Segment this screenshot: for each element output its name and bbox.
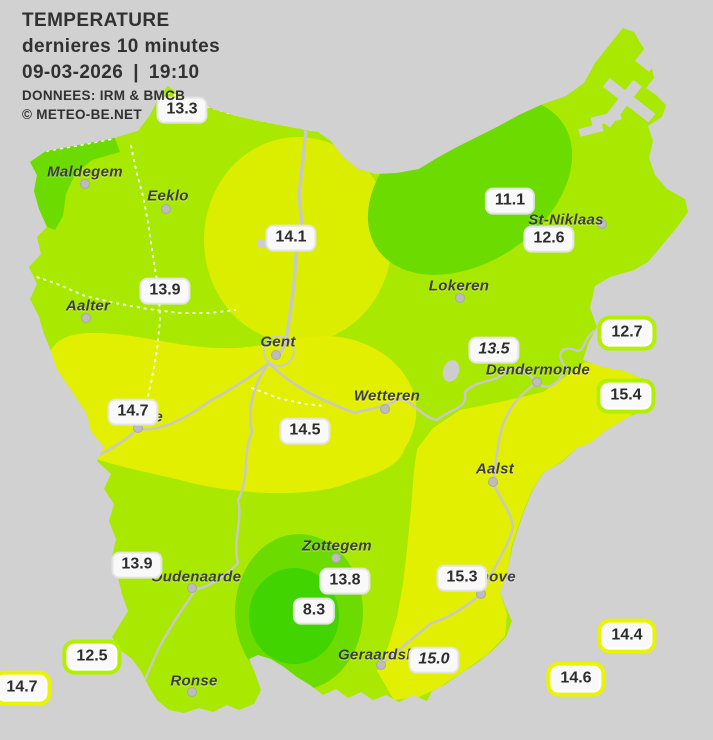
city-label-st-niklaas: St-Niklaas — [528, 211, 604, 229]
datetime-line: 09-03-2026 | 19:10 — [22, 60, 220, 86]
temperature-badge: 12.5 — [66, 643, 118, 671]
temperature-badge: 14.4 — [601, 622, 653, 650]
data-source: DONNEES: IRM & BMCB — [22, 88, 186, 103]
urban-patch-small — [257, 240, 267, 248]
temperature-badge: 13.5 — [468, 336, 520, 364]
city-label-aalst: Aalst — [475, 460, 515, 478]
temperature-badge: 13.3 — [156, 96, 208, 124]
city-label-dendermonde: Dendermonde — [485, 361, 591, 379]
city-label-zottegem: Zottegem — [302, 537, 372, 555]
city-label-maldegem: Maldegem — [47, 163, 123, 181]
city-label-oudenaarde: Oudenaarde — [150, 568, 242, 586]
city-dot-aalter — [81, 313, 91, 323]
temperature-badge: 15.0 — [408, 646, 460, 674]
temperature-badge: 15.3 — [436, 564, 488, 592]
city-label-eeklo: Eeklo — [147, 187, 189, 205]
city-dot-wetteren — [380, 404, 390, 414]
page-title: TEMPERATURE — [22, 10, 170, 31]
city-label-aalter: Aalter — [65, 297, 111, 315]
city-dot-oudenaarde — [187, 583, 197, 593]
temperature-badge: 11.1 — [484, 187, 536, 215]
temperature-badge: 12.7 — [601, 319, 653, 347]
temperature-badge: 14.1 — [265, 224, 317, 252]
temperature-badge: 13.9 — [111, 551, 163, 579]
temperature-badge: 14.5 — [279, 417, 331, 445]
temperature-badge: 14.7 — [107, 398, 159, 426]
city-dot-gent — [271, 350, 281, 360]
copyright: © METEO-BE.NET — [22, 107, 142, 122]
city-dot-st-niklaas — [597, 219, 607, 229]
city-label-gent: Gent — [260, 333, 296, 351]
city-label-wetteren: Wetteren — [353, 387, 421, 405]
temperature-badge: 12.6 — [523, 225, 575, 253]
city-dot-geraardsbergen — [376, 660, 386, 670]
river-upper-scheldt — [138, 361, 271, 692]
city-dot-eeklo — [161, 204, 171, 214]
date-value: 09-03-2026 — [22, 62, 124, 83]
river-canal-gent-terneuzen — [279, 127, 308, 354]
temp-zone-warm-central — [45, 332, 417, 494]
temperature-badge: 13.8 — [319, 567, 371, 595]
city-dot-lokeren — [455, 293, 465, 303]
city-dot-aalst — [488, 477, 498, 487]
city-dot-zottegem — [331, 553, 341, 563]
temp-zone-warm-southeast — [377, 362, 656, 700]
river-scheldt — [267, 298, 642, 422]
datetime-separator: | — [133, 62, 139, 83]
city-dot-dendermonde — [532, 377, 542, 387]
city-dot-maldegem — [80, 179, 90, 189]
city-dot-ronse — [187, 687, 197, 697]
urban-patch-dendermonde — [442, 360, 460, 382]
temperature-badge: 14.6 — [550, 665, 602, 693]
temperature-badge: 8.3 — [292, 597, 336, 625]
river-dender — [379, 380, 539, 667]
temperature-badge: 14.7 — [0, 674, 48, 702]
page-subtitle: dernieres 10 minutes — [22, 36, 221, 57]
gent-ring-road — [263, 335, 295, 367]
temperature-badge: 15.4 — [600, 382, 652, 410]
map-header: TEMPERATURE dernieres 10 minutes 09-03-2… — [22, 8, 220, 124]
city-label-lokeren: Lokeren — [428, 277, 490, 295]
time-value: 19:10 — [148, 62, 200, 83]
city-label-ronse: Ronse — [170, 672, 218, 690]
temperature-badge: 13.9 — [139, 277, 191, 305]
